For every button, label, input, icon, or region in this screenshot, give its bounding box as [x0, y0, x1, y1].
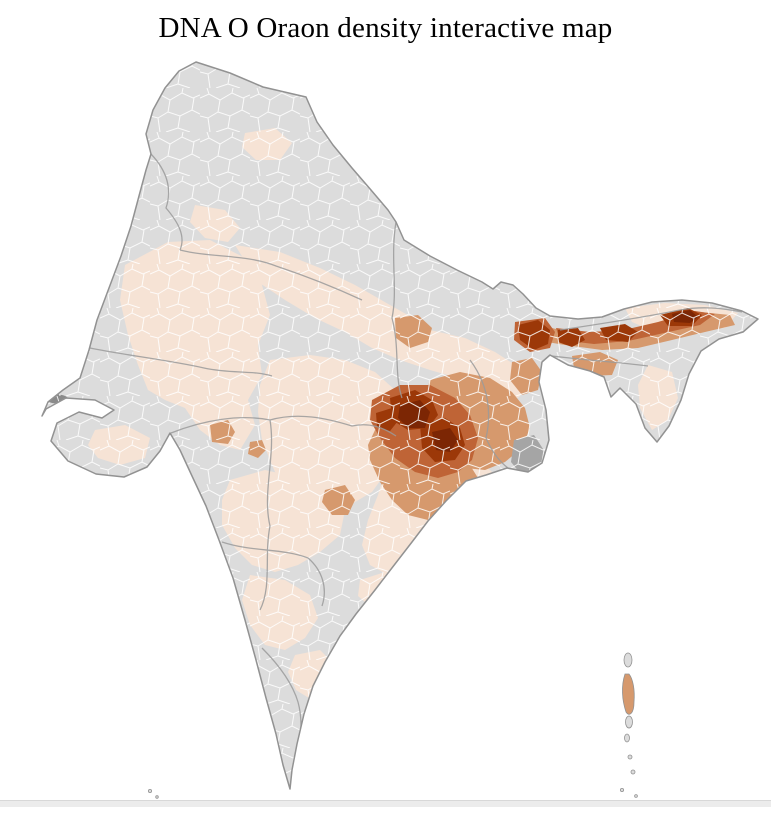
island[interactable] [634, 794, 638, 798]
state-border-line [391, 221, 403, 399]
island[interactable] [625, 715, 633, 729]
andaman-nicobar-islands[interactable] [620, 652, 638, 798]
density-region[interactable] [151, 487, 203, 626]
island[interactable] [620, 788, 625, 793]
state-border-line [469, 359, 509, 469]
island[interactable] [627, 754, 633, 760]
state-border-line [179, 249, 363, 301]
state-border-line [89, 347, 273, 377]
state-border-line [559, 307, 743, 331]
page-title: DNA O Oraon density interactive map [158, 12, 613, 44]
island[interactable] [147, 789, 152, 794]
lakshadweep-islands[interactable] [147, 789, 159, 799]
india-coastline [41, 61, 759, 790]
state-borders [89, 153, 743, 767]
island[interactable] [624, 733, 630, 743]
island[interactable] [623, 652, 633, 668]
state-border-line [551, 355, 649, 367]
andaman-main-island[interactable] [622, 673, 635, 715]
island[interactable] [155, 795, 159, 799]
island[interactable] [630, 769, 636, 775]
state-border-line [259, 419, 273, 611]
islands-outline[interactable] [147, 652, 638, 799]
state-border-line [150, 153, 183, 251]
bottom-separator [0, 800, 771, 807]
state-border-line [170, 415, 397, 437]
state-border-line [221, 541, 325, 607]
